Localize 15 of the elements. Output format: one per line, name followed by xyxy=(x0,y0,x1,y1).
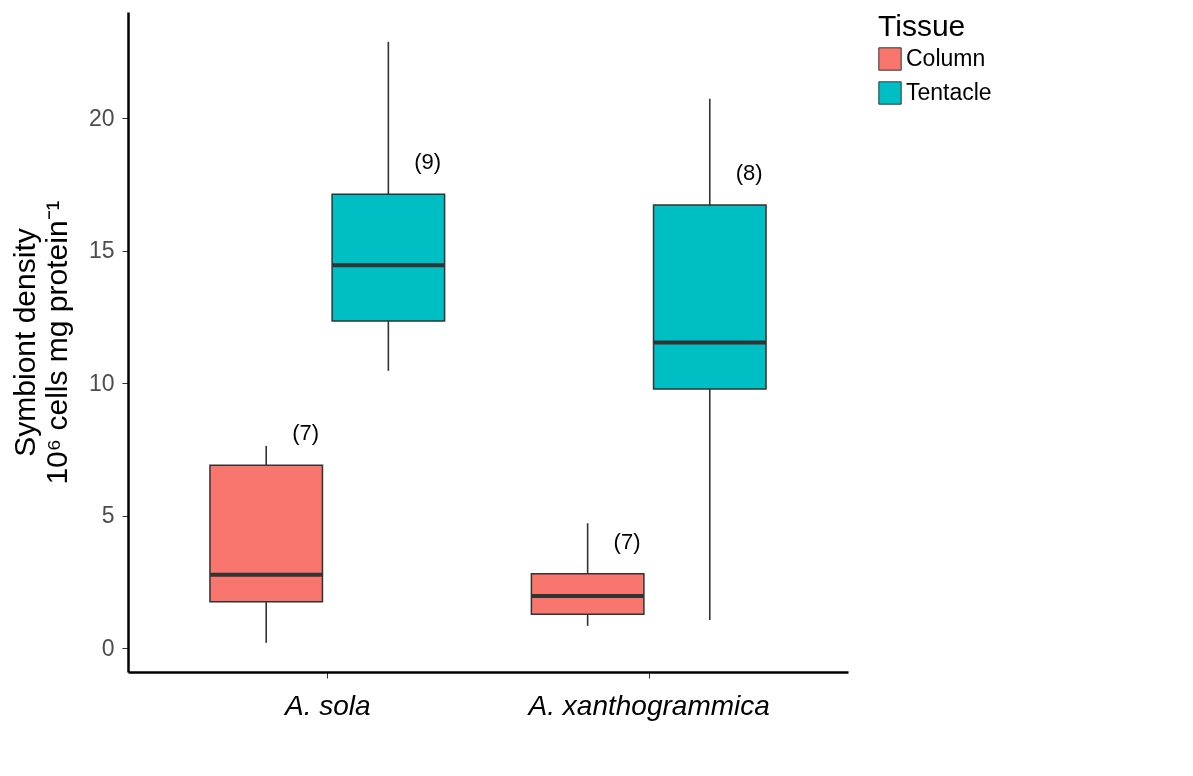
annotation: (8) xyxy=(735,159,763,185)
annotation: (9) xyxy=(414,149,442,175)
text: Symbiont density xyxy=(7,228,41,457)
y-tick-label: 5 xyxy=(101,502,115,529)
y-tick-label: 20 xyxy=(88,104,115,131)
annotation: (7) xyxy=(613,528,641,554)
legend-title: Tissue xyxy=(878,9,966,42)
legend-label: Tentacle xyxy=(906,79,992,105)
legend-label: Column xyxy=(906,45,986,71)
y-tick-label: 0 xyxy=(101,634,115,661)
y-tick-label: 10 xyxy=(88,369,115,396)
x-tick-label: A. sola xyxy=(282,689,371,721)
annotation: (7) xyxy=(292,420,320,446)
y-tick-label: 15 xyxy=(88,237,115,264)
x-tick-label: A. xanthogrammica xyxy=(526,689,770,721)
